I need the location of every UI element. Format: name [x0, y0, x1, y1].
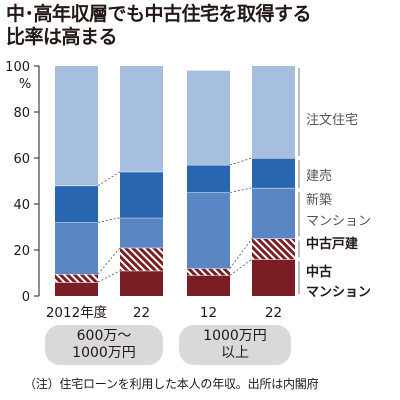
connector-line [229, 157, 253, 166]
y-tick-label: 100 [5, 60, 30, 75]
custom-house-segment [187, 70, 230, 165]
connector-line [97, 217, 121, 223]
ready-built-segment [252, 158, 295, 188]
legend-label: 注文住宅 [306, 113, 358, 128]
used-house-segment [120, 247, 163, 271]
used-condo-segment [252, 259, 295, 296]
new-condo-segment [252, 187, 295, 239]
x-category-label: 22 [265, 305, 282, 321]
category-labels: 2012年度 22 12 22 [46, 305, 282, 321]
y-tick-label: 60 [13, 152, 30, 167]
y-tick-label: 80 [13, 106, 30, 121]
connector-line [229, 258, 253, 276]
x-category-label: 2012年度 [46, 305, 107, 321]
y-unit-label: % [19, 77, 31, 92]
custom-house-segment [120, 66, 163, 172]
footnote: （注）住宅ローンを利用した本人の年収。出所は内閣府 [24, 377, 319, 391]
income-group-pill-1: 600万～ 1000万円 [45, 325, 163, 365]
y-tick-label: 40 [13, 198, 30, 213]
custom-house-segment [55, 66, 98, 186]
connector-line [229, 187, 253, 193]
used-house-segment [252, 238, 295, 260]
legend-label: 建売 [306, 168, 332, 184]
ready-built-segment [55, 185, 98, 223]
used-house-segment [55, 274, 98, 283]
used-condo-segment [187, 275, 230, 296]
used-house-segment [187, 268, 230, 276]
custom-house-segment [252, 66, 295, 158]
x-category-label: 22 [133, 305, 150, 321]
legend-label: 中古戸建 [306, 236, 358, 252]
y-tick-label: 0 [22, 290, 30, 305]
income-group-1-line-2: 1000万円 [72, 345, 136, 361]
chart-title: 中･高年収層でも中古住宅を取得する 比率は高まる [6, 3, 398, 49]
new-condo-segment [55, 222, 98, 275]
x-category-label: 12 [200, 305, 217, 321]
connector-line [97, 171, 121, 186]
connector-line [97, 270, 121, 283]
new-condo-segment [120, 217, 163, 248]
income-group-pill-2: 1000万円 以上 [179, 325, 291, 365]
legend-label: 新築 [306, 192, 332, 208]
chart-title-line-2: 比率は高まる [6, 26, 118, 48]
legend-label: マンション [306, 285, 371, 300]
legend-label: マンション [306, 214, 371, 229]
income-group-2-line-2: 以上 [221, 345, 249, 361]
used-condo-segment [55, 282, 98, 296]
y-axis: 0 20 40 60 80 100% [5, 60, 40, 305]
connector-layer [97, 157, 253, 283]
ready-built-segment [187, 164, 230, 193]
y-tick-label: 20 [13, 244, 30, 259]
income-group-2-line-1: 1000万円 [203, 328, 267, 344]
bar-layer [55, 66, 295, 296]
connector-line [229, 238, 253, 269]
new-condo-segment [187, 192, 230, 269]
used-condo-segment [120, 270, 163, 296]
income-group-1-line-1: 600万～ [76, 328, 132, 344]
connector-line [97, 247, 121, 275]
chart-title-line-1: 中･高年収層でも中古住宅を取得する [6, 3, 312, 25]
ready-built-segment [120, 171, 163, 218]
legend-label: 中古 [306, 264, 332, 280]
